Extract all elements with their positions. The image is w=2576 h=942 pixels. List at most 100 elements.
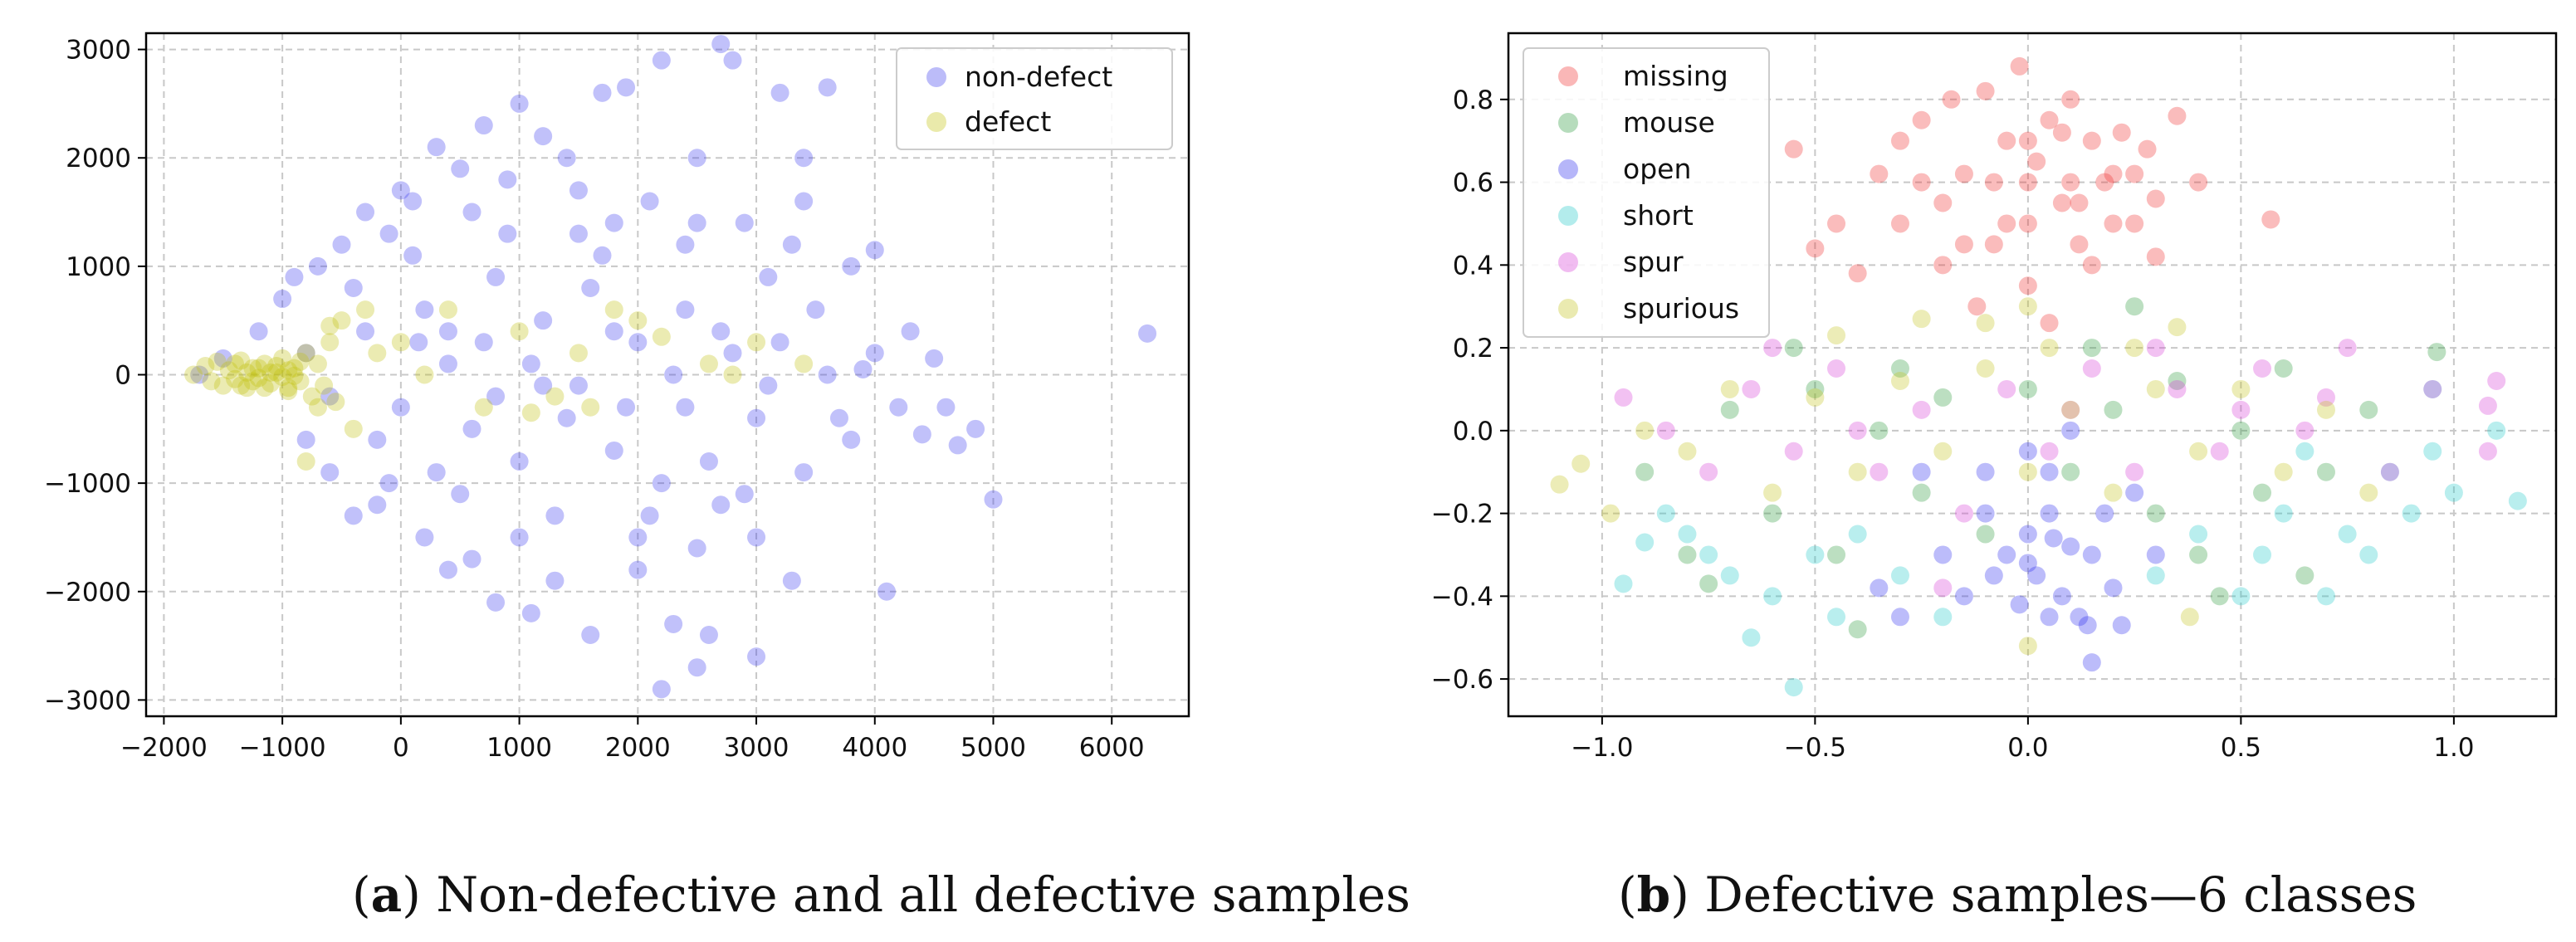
data-point-spur — [1933, 578, 1953, 598]
data-point-non-defect — [747, 408, 766, 427]
data-point-non-defect — [320, 463, 340, 482]
data-point-short — [1827, 608, 1846, 627]
data-point-non-defect — [842, 430, 861, 449]
x-tick-label: 1.0 — [2433, 733, 2474, 763]
data-point-spurious — [2125, 339, 2144, 358]
data-point-non-defect — [534, 127, 553, 146]
data-point-spur — [2380, 462, 2399, 481]
data-point-spurious — [2018, 462, 2037, 481]
data-point-spurious — [1912, 310, 1931, 329]
caption-a-letter: a — [371, 866, 403, 923]
data-point-non-defect — [379, 474, 398, 493]
data-point-mouse — [1870, 421, 1889, 440]
data-point-non-defect — [806, 300, 825, 320]
x-tick-label: −1000 — [239, 733, 326, 763]
data-point-missing — [1976, 81, 1995, 100]
data-point-open — [2040, 608, 2059, 627]
x-tick-label: −0.5 — [1784, 733, 1846, 763]
y-tick-label: 0.2 — [1453, 334, 1493, 364]
data-point-missing — [2146, 189, 2165, 208]
data-point-non-defect — [829, 408, 848, 427]
data-point-non-defect — [557, 408, 576, 427]
data-point-non-defect — [569, 181, 588, 200]
data-point-non-defect — [510, 528, 529, 547]
data-point-short — [1784, 678, 1803, 697]
data-point-defect — [391, 333, 410, 352]
data-point-spurious — [1678, 442, 1697, 461]
data-point-mouse — [2274, 359, 2293, 378]
data-point-open — [2061, 421, 2080, 440]
series-missing — [1784, 56, 2280, 333]
data-point-non-defect — [723, 344, 742, 363]
data-point-non-defect — [593, 246, 612, 265]
x-tick-label: 0.5 — [2221, 733, 2261, 763]
data-point-defect — [273, 349, 292, 368]
panel-b-legend: missing mouse open short spur spurious — [1523, 47, 1770, 338]
data-point-missing — [2112, 123, 2131, 142]
data-point-short — [1848, 525, 1867, 544]
data-point-defect — [308, 398, 327, 417]
panel-a-grid — [146, 33, 1189, 716]
y-tick-label: −2000 — [44, 578, 131, 608]
data-point-mouse — [2082, 339, 2101, 358]
data-point-short — [2146, 566, 2165, 585]
data-point-non-defect — [344, 278, 363, 297]
data-point-defect — [237, 378, 257, 398]
x-tick-label: 0.0 — [2007, 733, 2048, 763]
series-spur — [1614, 339, 2506, 598]
data-point-missing — [2040, 110, 2059, 129]
data-point-mouse — [1848, 620, 1867, 639]
data-point-spurious — [2168, 318, 2187, 337]
data-point-missing — [1806, 239, 1825, 258]
data-point-non-defect — [687, 539, 706, 558]
data-point-defect — [232, 376, 251, 395]
data-point-defect — [226, 354, 245, 373]
legend-label-short: short — [1623, 199, 1694, 232]
y-tick-label: −0.4 — [1431, 582, 1493, 612]
data-point-spurious — [2189, 442, 2208, 461]
data-point-mouse — [2189, 545, 2208, 564]
data-point-open — [2052, 587, 2071, 606]
data-point-defect — [521, 403, 540, 422]
data-point-non-defect — [308, 256, 327, 276]
data-point-defect — [723, 365, 742, 384]
data-point-non-defect — [984, 490, 1003, 509]
x-tick-label: 0 — [393, 733, 409, 763]
data-point-non-defect — [332, 235, 351, 254]
data-point-open — [1976, 462, 1995, 481]
data-point-spur — [2423, 379, 2442, 398]
data-point-non-defect — [676, 398, 695, 417]
data-point-spurious — [2018, 637, 2037, 656]
data-point-missing — [2061, 90, 2080, 109]
data-point-missing — [1912, 110, 1931, 129]
legend-label-mouse: mouse — [1623, 106, 1715, 139]
y-tick-label: −0.2 — [1431, 500, 1493, 530]
data-point-non-defect — [664, 614, 683, 633]
data-point-spur — [1848, 421, 1867, 440]
caption-b-paren-close: ) — [1670, 866, 1704, 923]
data-point-non-defect — [581, 626, 600, 645]
data-point-non-defect — [296, 344, 315, 363]
data-point-defect — [267, 363, 286, 382]
x-tick-label: 3000 — [724, 733, 789, 763]
data-point-spur — [2478, 442, 2497, 461]
data-point-missing — [2104, 164, 2123, 183]
data-point-spur — [2295, 421, 2314, 440]
data-point-non-defect — [486, 593, 506, 612]
x-tick-label: 4000 — [842, 733, 907, 763]
y-tick-label: 2000 — [66, 144, 131, 173]
data-point-non-defect — [628, 333, 648, 352]
data-point-non-defect — [699, 626, 718, 645]
data-point-non-defect — [296, 430, 315, 449]
data-point-short — [2253, 545, 2272, 564]
data-point-defect — [510, 322, 529, 341]
data-point-non-defect — [687, 213, 706, 232]
data-point-defect — [285, 366, 304, 385]
data-point-spur — [1699, 462, 1718, 481]
data-point-defect — [249, 369, 268, 388]
y-tick-label: −0.6 — [1431, 665, 1493, 695]
data-point-non-defect — [687, 658, 706, 677]
series-short — [1614, 379, 2527, 697]
data-point-spurious — [1635, 421, 1655, 440]
data-point-non-defect — [628, 560, 648, 579]
